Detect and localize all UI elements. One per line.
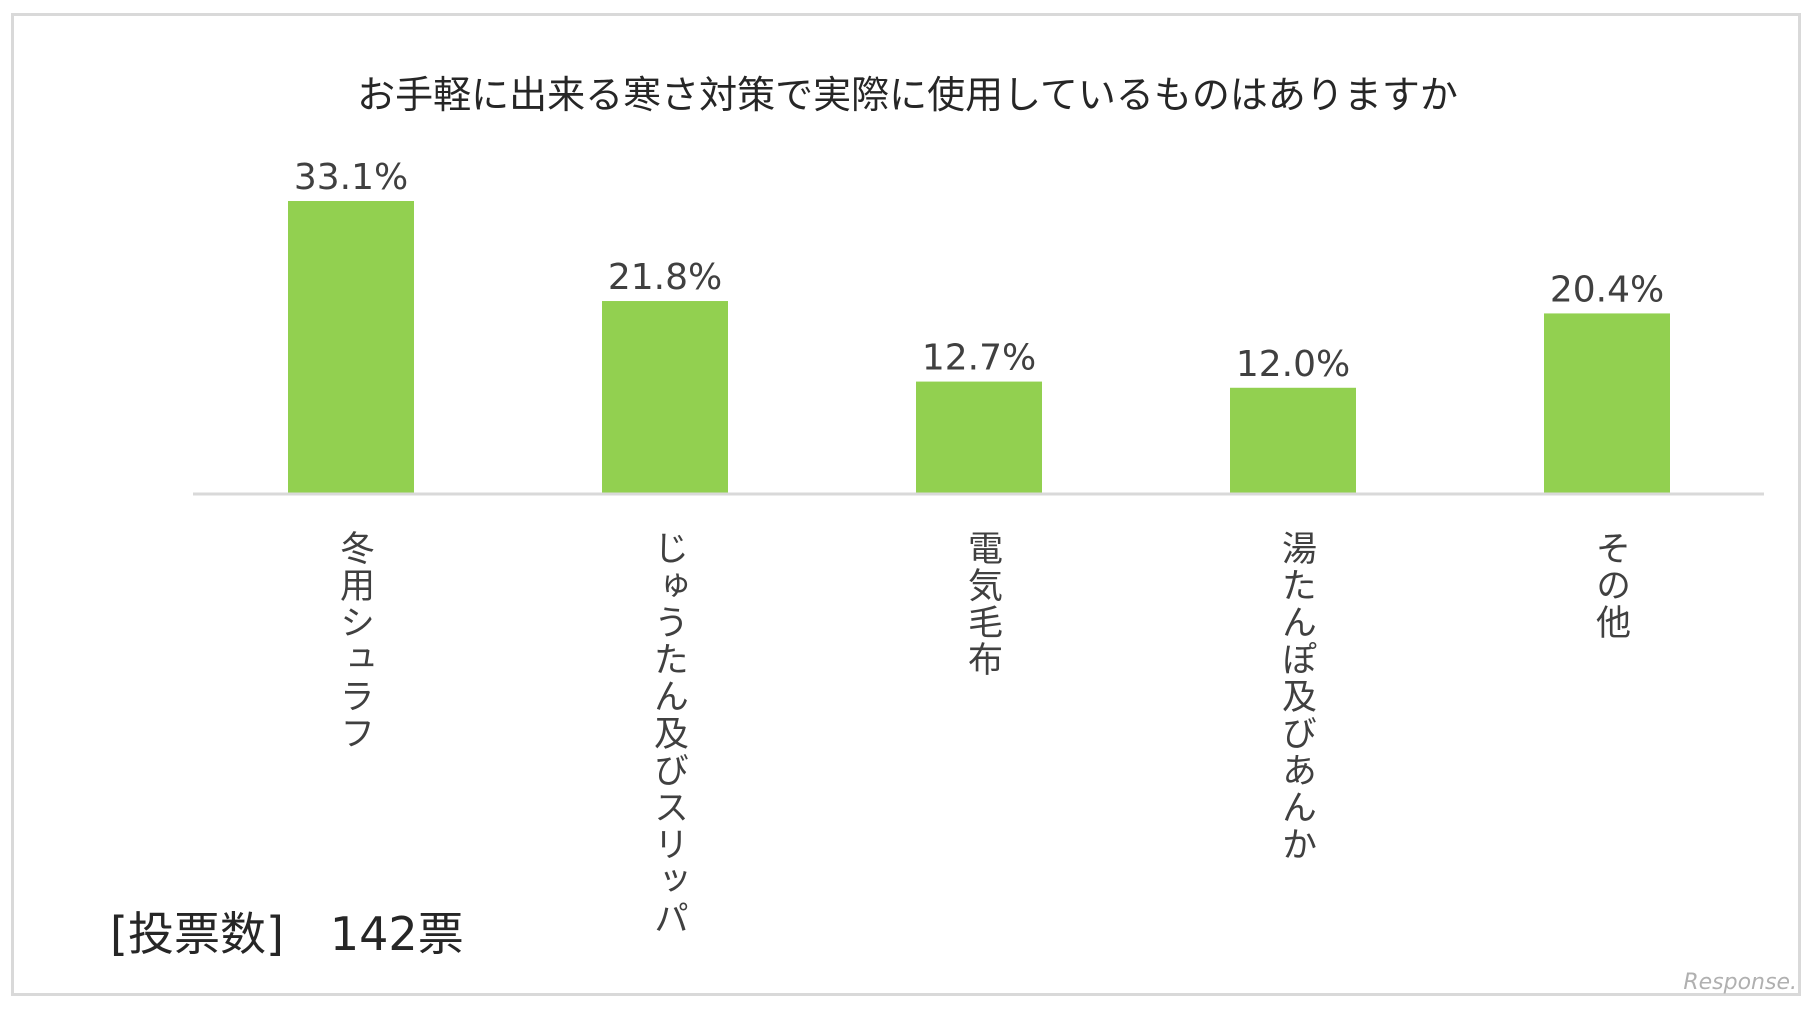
- data-label: 21.8%: [608, 257, 722, 298]
- bar: [1230, 387, 1356, 494]
- data-label: 20.4%: [1550, 269, 1664, 310]
- bar: [1544, 313, 1670, 494]
- chart-title: お手軽に出来る寒さ対策で実際に使用しているものはありますか: [357, 73, 1458, 117]
- response-logo: Response.: [1683, 970, 1797, 995]
- data-label: 12.7%: [922, 338, 1036, 379]
- category-label: その他: [1590, 530, 1630, 641]
- chart-frame: [11, 13, 1801, 996]
- data-label: 12.0%: [1236, 344, 1350, 385]
- vote-count: [投票数] 142票: [110, 907, 464, 961]
- bar: [916, 381, 1042, 494]
- data-label: 33.1%: [294, 157, 408, 198]
- category-label: 湯たんぽ及びあんか: [1276, 530, 1316, 863]
- category-label: 電気毛布: [962, 530, 1002, 678]
- bar: [602, 301, 728, 494]
- bar: [288, 201, 414, 494]
- category-label: 冬用シュラフ: [334, 530, 374, 752]
- category-label: じゅうたん及びスリッパ: [648, 530, 688, 937]
